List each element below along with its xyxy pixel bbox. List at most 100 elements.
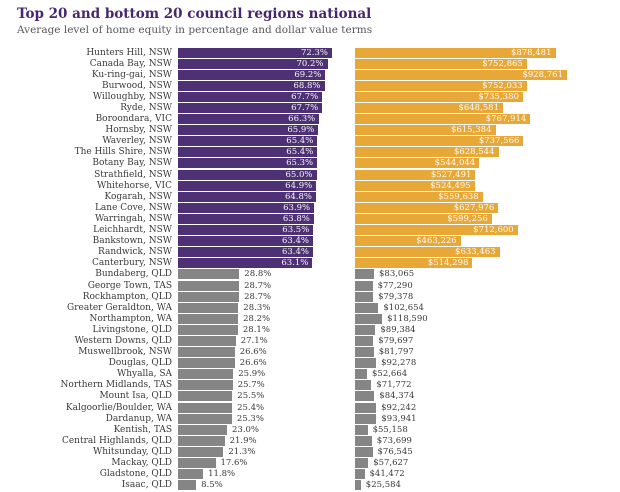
- pct-bar-track: 17.6%: [178, 458, 355, 469]
- pct-bar: 68.8%: [178, 80, 325, 91]
- dollar-bar: $628,544: [355, 147, 499, 158]
- pct-bar-track: 66.3%: [178, 114, 355, 125]
- dollar-bar: $633,463: [355, 247, 500, 258]
- dollar-bar-track: $735,380: [355, 91, 620, 102]
- dollar-bar-track: $102,654: [355, 302, 620, 313]
- dollar-value: $615,384: [450, 125, 492, 136]
- dollar-bar: [355, 347, 374, 358]
- pct-bar: [178, 280, 240, 291]
- region-label: Hunters Hill, NSW: [86, 47, 172, 58]
- dollar-bar: $735,380: [355, 91, 523, 102]
- dollar-value: $81,797: [378, 347, 414, 358]
- chart-row: Ku-ring-gai, NSW 69.2% $928,761: [0, 69, 620, 80]
- dollar-bar-track: $79,378: [355, 291, 620, 302]
- chart-row: Willoughby, NSW 67.7% $735,380: [0, 91, 620, 102]
- dollar-bar: $752,865: [355, 58, 527, 69]
- pct-bar: 65.3%: [178, 158, 318, 169]
- dollar-bar-track: $878,481: [355, 47, 620, 58]
- pct-bar-track: 65.0%: [178, 169, 355, 180]
- region-label: Lane Cove, NSW: [94, 202, 172, 213]
- pct-bar: 72.3%: [178, 47, 332, 58]
- region-label: Canada Bay, NSW: [89, 58, 172, 69]
- pct-bar: [178, 324, 238, 335]
- region-label: Warringah, NSW: [94, 213, 172, 224]
- dollar-bar: $463,226: [355, 236, 461, 247]
- pct-bar-track: 72.3%: [178, 47, 355, 58]
- dollar-value: $79,697: [378, 335, 414, 346]
- pct-value: 25.9%: [238, 369, 266, 380]
- chart-row: Whyalla, SA 25.9% $52,664: [0, 369, 620, 380]
- pct-bar-track: 28.2%: [178, 313, 355, 324]
- dollar-bar: [355, 269, 374, 280]
- dollar-bar: [355, 424, 368, 435]
- dollar-bar: [355, 435, 372, 446]
- pct-bar: 69.2%: [178, 69, 326, 80]
- pct-value: 11.8%: [208, 469, 236, 480]
- region-label: Randwick, NSW: [98, 247, 172, 258]
- pct-bar: 67.7%: [178, 103, 323, 114]
- pct-value: 28.2%: [243, 313, 271, 324]
- pct-bar: [178, 424, 227, 435]
- dollar-bar-track: $52,664: [355, 369, 620, 380]
- dollar-bar-track: $41,472: [355, 469, 620, 480]
- dollar-bar: [355, 313, 383, 324]
- dollar-bar: $752,033: [355, 80, 527, 91]
- pct-value: 68.8%: [293, 80, 321, 91]
- chart-row: Canterbury, NSW 63.1% $514,298: [0, 258, 620, 269]
- region-label: Douglas, QLD: [108, 358, 172, 369]
- dollar-bar-track: $544,044: [355, 158, 620, 169]
- dollar-bar: [355, 358, 377, 369]
- region-label: Burwood, NSW: [101, 80, 172, 91]
- dollar-value: $648,581: [458, 103, 499, 114]
- dual-bar-chart: Hunters Hill, NSW 72.3% $878,481 Canada Bay…: [0, 47, 620, 491]
- dollar-bar: $767,914: [355, 114, 531, 125]
- pct-bar: [178, 391, 233, 402]
- dollar-value: $25,584: [365, 480, 401, 491]
- dollar-bar-track: $71,772: [355, 380, 620, 391]
- region-label: Kentish, TAS: [113, 424, 172, 435]
- pct-value: 25.5%: [237, 391, 265, 402]
- dollar-value: $928,761: [522, 69, 563, 80]
- dollar-bar-track: $524,495: [355, 180, 620, 191]
- pct-bar-track: 28.1%: [178, 324, 355, 335]
- chart-row: Warringah, NSW 63.8% $599,256: [0, 213, 620, 224]
- dollar-bar-track: $752,033: [355, 80, 620, 91]
- dollar-value: $83,065: [379, 269, 415, 280]
- pct-value: 25.4%: [237, 402, 265, 413]
- dollar-bar: [355, 469, 365, 480]
- dollar-bar: [355, 446, 373, 457]
- pct-bar-track: 67.7%: [178, 91, 355, 102]
- dollar-value: $118,590: [387, 313, 428, 324]
- pct-value: 63.4%: [281, 236, 309, 247]
- dollar-bar-track: $93,941: [355, 413, 620, 424]
- dollar-bar: $599,256: [355, 213, 492, 224]
- region-label: Greater Geraldton, WA: [67, 302, 172, 313]
- chart-row: Dardanup, WA 25.3% $93,941: [0, 413, 620, 424]
- pct-bar-track: 27.1%: [178, 335, 355, 346]
- dollar-value: $55,158: [372, 424, 408, 435]
- chart-title: Top 20 and bottom 20 council regions nat…: [17, 6, 372, 22]
- dollar-value: $878,481: [510, 47, 552, 58]
- dollar-bar-track: $599,256: [355, 213, 620, 224]
- chart-row: Botany Bay, NSW 65.3% $544,044: [0, 158, 620, 169]
- dollar-bar: [355, 480, 361, 491]
- chart-row: The Hills Shire, NSW 65.4% $628,544: [0, 147, 620, 158]
- dollar-value: $52,664: [372, 369, 408, 380]
- pct-value: 67.7%: [291, 91, 319, 102]
- pct-bar: [178, 335, 236, 346]
- chart-row: Randwick, NSW 63.4% $633,463: [0, 247, 620, 258]
- pct-bar: [178, 435, 225, 446]
- region-label: Bankstown, NSW: [92, 236, 172, 247]
- pct-bar: 63.9%: [178, 202, 315, 213]
- dollar-bar: [355, 324, 376, 335]
- pct-bar-track: 65.4%: [178, 147, 355, 158]
- dollar-bar-track: $83,065: [355, 269, 620, 280]
- pct-bar-track: 25.7%: [178, 380, 355, 391]
- dollar-bar: $648,581: [355, 103, 503, 114]
- pct-bar-track: 67.7%: [178, 103, 355, 114]
- pct-value: 26.6%: [239, 347, 267, 358]
- pct-bar: [178, 369, 234, 380]
- dollar-bar-track: $73,699: [355, 435, 620, 446]
- chart-row: Strathfield, NSW 65.0% $527,491: [0, 169, 620, 180]
- pct-bar: 65.4%: [178, 147, 318, 158]
